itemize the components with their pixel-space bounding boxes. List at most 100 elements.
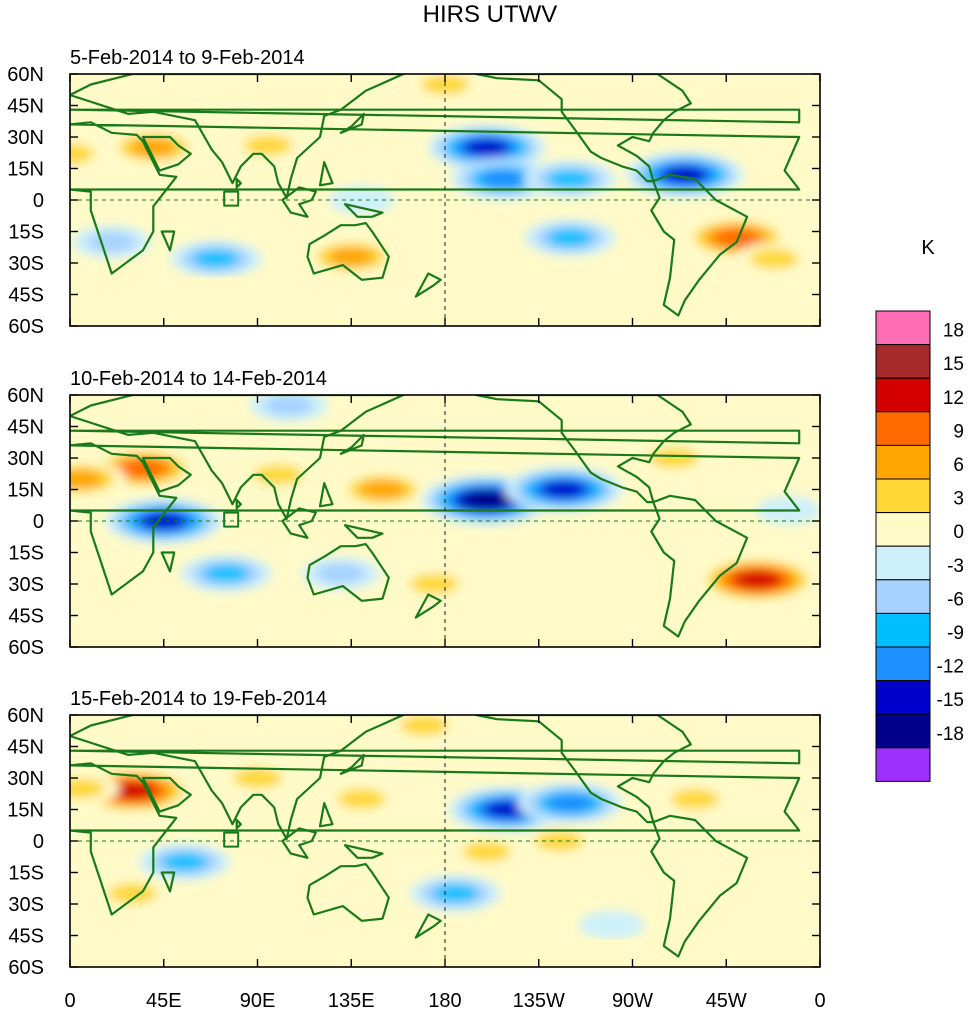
anomaly-blob: [203, 564, 250, 583]
coastline: [339, 112, 365, 134]
colorbar-swatch: [875, 310, 931, 346]
anomaly-blob: [399, 715, 449, 736]
coastline: [141, 776, 192, 813]
anomaly-blob: [410, 573, 460, 595]
coastline: [414, 272, 442, 298]
anomaly-blob: [264, 395, 314, 416]
coastline: [318, 482, 334, 508]
colorbar-swatch: [875, 444, 931, 480]
anomaly-blob: [119, 459, 166, 478]
y-tick-label: 15N: [7, 480, 44, 502]
y-tick-label: 0: [33, 831, 44, 853]
anomaly-blob: [328, 247, 375, 266]
x-tick-label: 90W: [612, 990, 653, 1012]
coastline: [339, 433, 365, 455]
y-tick-label: 45S: [8, 606, 44, 628]
coastline: [70, 395, 405, 521]
y-tick-label: 45S: [8, 926, 44, 948]
anomaly-blob: [70, 778, 105, 799]
coastline: [281, 827, 317, 859]
anomaly-blob: [670, 788, 720, 810]
coastline: [318, 161, 334, 187]
colorbar-swatch: [875, 478, 931, 514]
y-tick-label: 15S: [8, 863, 44, 885]
anomaly-blob: [140, 512, 188, 530]
anomaly-blobs: [70, 74, 820, 278]
colorbar-tick-label: -6: [947, 589, 964, 610]
coastline: [160, 551, 176, 573]
y-tick-label: 45N: [7, 96, 44, 118]
anomaly-blob: [192, 249, 239, 268]
coastline: [70, 429, 801, 445]
colorbar-swatch: [875, 747, 931, 782]
anomaly-blob: [480, 170, 527, 188]
y-tick-label: 30S: [8, 894, 44, 916]
coastline: [343, 844, 384, 859]
coastline: [70, 442, 801, 596]
y-tick-label: 15N: [7, 800, 44, 822]
y-tick-label: 30N: [7, 768, 44, 790]
y-tick-label: 0: [33, 190, 44, 212]
region-box: [223, 190, 240, 207]
anomaly-blob: [579, 910, 645, 940]
chart-title: HIRS UTWV: [423, 1, 558, 28]
coastline: [339, 753, 365, 775]
colorbar-swatch: [875, 545, 931, 581]
coastline: [281, 507, 317, 539]
x-tick-label: 0: [64, 990, 75, 1012]
x-tick-label: 135W: [513, 990, 565, 1012]
colorbar-tick-label: 18: [943, 321, 964, 342]
coastline: [141, 135, 192, 172]
y-tick-label: 60N: [7, 385, 44, 407]
colorbar-swatch: [875, 646, 931, 682]
anomaly-blob: [547, 228, 593, 247]
y-tick-label: 15S: [8, 543, 44, 565]
y-tick-label: 45N: [7, 737, 44, 759]
coastline: [475, 715, 692, 824]
coastline: [343, 524, 384, 539]
anomaly-field: [70, 395, 820, 647]
panels-group: 5-Feb-2014 to 9-Feb-2014 60N 45N 30N 15N 0 15S…: [7, 47, 821, 979]
colorbar: K 18 15 12 9 6 3 0 -3 -6 -9 -12 -15 -18: [875, 237, 964, 782]
colorbar-tick-label: -15: [937, 690, 964, 711]
colorbar-swatch: [875, 344, 931, 379]
anomaly-field: [70, 715, 820, 967]
anomaly-blob: [649, 447, 699, 469]
anomaly-blob: [130, 138, 177, 157]
x-tick-label: 45E: [146, 990, 182, 1012]
anomaly-blob: [316, 563, 366, 584]
map-panel: 15-Feb-2014 to 19-Feb-2014 60N 45N 30N 15N 0 1…: [7, 688, 821, 979]
coastline: [70, 74, 405, 199]
anomaly-blob: [516, 527, 582, 557]
anomaly-blob: [108, 883, 157, 904]
coastline: [306, 542, 390, 602]
coastlines: [70, 715, 801, 958]
y-tick-label: 45S: [8, 285, 44, 307]
anomaly-blob: [724, 868, 791, 898]
anomaly-field: [70, 74, 820, 326]
x-tick-label: 0: [814, 990, 825, 1012]
anomaly-blob: [749, 248, 799, 269]
map-panel: 10-Feb-2014 to 14-Feb-2014 60N 45N 30N 15N 0 1…: [7, 368, 821, 659]
panel-subtitle: 15-Feb-2014 to 19-Feb-2014: [70, 688, 327, 710]
panel-subtitle: 10-Feb-2014 to 14-Feb-2014: [70, 368, 327, 390]
colorbar-swatch: [875, 713, 931, 749]
coastline: [141, 456, 192, 493]
anomaly-blob: [359, 480, 406, 499]
x-tick-label: 90E: [240, 990, 276, 1012]
coastline: [160, 230, 176, 252]
coastline: [281, 186, 317, 218]
y-tick-label: 30N: [7, 127, 44, 149]
colorbar-tick-label: 3: [953, 489, 964, 510]
colorbar-swatch: [875, 579, 931, 614]
colorbar-tick-label: -12: [937, 657, 964, 678]
anomaly-blob: [329, 118, 395, 147]
anomaly-blob: [462, 490, 512, 510]
region-box: [223, 831, 240, 848]
y-tick-label: 30S: [8, 253, 44, 275]
y-tick-label: 60S: [8, 316, 44, 338]
anomaly-blob: [540, 480, 588, 499]
region-box: [223, 511, 240, 528]
colorbar-tick-label: -9: [947, 623, 964, 644]
y-tick-label: 15N: [7, 159, 44, 181]
